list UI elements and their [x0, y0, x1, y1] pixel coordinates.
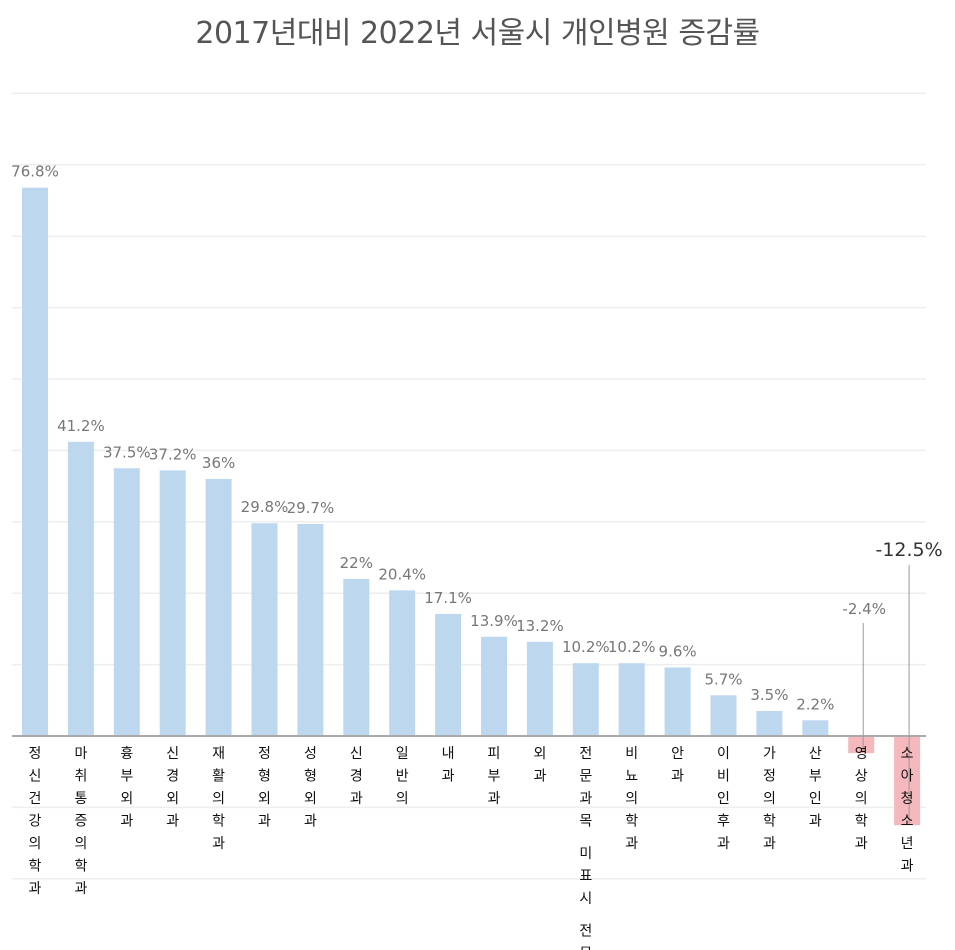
data-label: 20.4% [378, 565, 426, 583]
bar [664, 667, 691, 736]
bar [343, 578, 370, 736]
data-label: 10.2% [562, 638, 610, 656]
data-label: 41.2% [57, 417, 105, 435]
data-label: 13.2% [516, 617, 564, 635]
data-label: -12.5% [875, 539, 942, 561]
data-label: -2.4% [842, 600, 886, 618]
bar [848, 736, 875, 754]
data-label: 37.5% [103, 443, 151, 461]
data-label: 29.8% [241, 498, 289, 516]
bar [113, 468, 140, 736]
data-label: 17.1% [424, 589, 472, 607]
bar [710, 695, 737, 736]
bar [389, 590, 416, 736]
bar [618, 663, 645, 736]
bar [894, 736, 921, 826]
data-label: 22% [340, 554, 373, 572]
bar [756, 711, 783, 736]
data-label: 9.6% [659, 642, 697, 660]
bar [435, 613, 462, 736]
data-label: 10.2% [608, 638, 656, 656]
data-label: 37.2% [149, 445, 197, 463]
bar [22, 187, 48, 736]
bar [481, 636, 507, 736]
data-label: 29.7% [287, 499, 335, 517]
bar [159, 470, 186, 736]
bar [205, 478, 232, 736]
data-label: 3.5% [750, 686, 788, 704]
bar [251, 523, 278, 736]
bar [572, 663, 599, 736]
bar [67, 441, 94, 736]
data-label: 5.7% [704, 670, 742, 688]
bar [297, 523, 324, 736]
data-label: 2.2% [796, 695, 834, 713]
data-label: 13.9% [470, 612, 518, 630]
data-label: 76.8% [11, 163, 59, 181]
chart-title: 2017년대비 2022년 서울시 개인병원 증감률 [195, 16, 760, 51]
bar [526, 641, 553, 736]
bar [802, 720, 829, 736]
data-label: 36% [202, 454, 235, 472]
